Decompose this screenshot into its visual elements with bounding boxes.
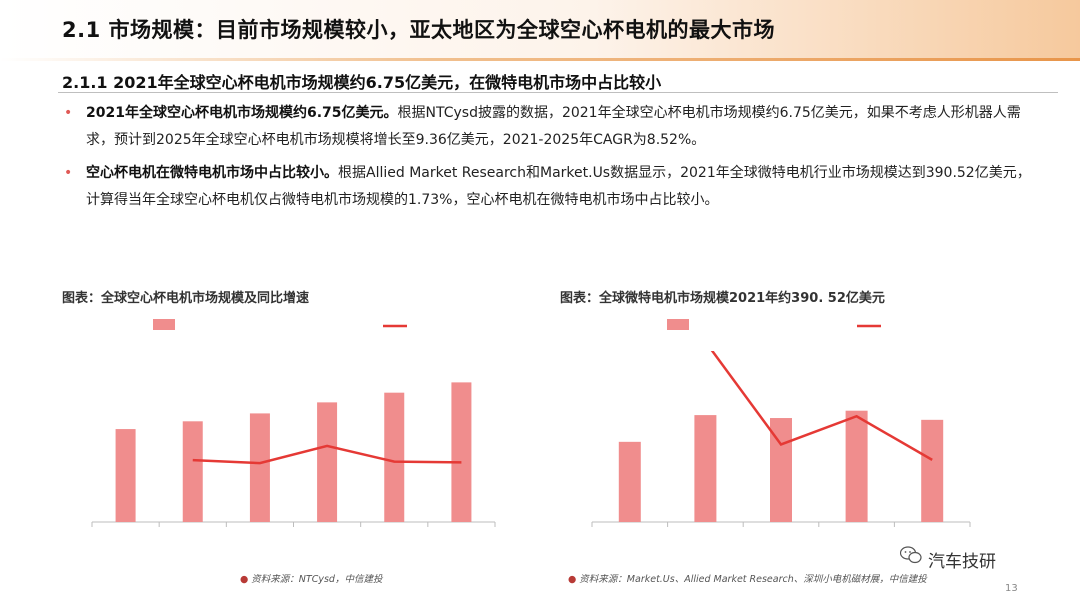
chart-2-bar: [845, 410, 868, 522]
chart-1-legend-bar-swatch: [153, 319, 175, 330]
chart-2-bar: [921, 419, 944, 522]
chart-1-bar: [317, 402, 338, 522]
subtitle-divider: [58, 92, 1058, 93]
chart-2: [591, 319, 971, 527]
bullet-2-bold: 空心杯电机在微特电机市场中占比较小。: [86, 165, 338, 181]
bullet-1: • 2021年全球空心杯电机市场规模约6.75亿美元。根据NTCysd披露的数据…: [64, 100, 1044, 156]
chart-1-source: ● 资料来源：NTCysd，中信建投: [240, 571, 382, 585]
chart-1-growth-line: [192, 444, 462, 465]
chart-2-caption: 图表：全球微特电机市场规模2021年约390. 52亿美元: [560, 291, 885, 306]
source-dot-icon: ●: [240, 574, 249, 585]
chart-2-bar: [694, 415, 717, 522]
wechat-icon: [900, 546, 922, 564]
chart-2-bar: [770, 418, 792, 522]
chart-2-bar: [618, 441, 641, 522]
source-dot-icon: ●: [568, 574, 577, 585]
bullet-2: • 空心杯电机在微特电机市场中占比较小。根据Allied Market Rese…: [64, 160, 1044, 216]
chart-2-source: ● 资料来源：Market.Us、Allied Market Research、深…: [568, 571, 927, 585]
page-title: 2.1 市场规模：目前市场规模较小，亚太地区为全球空心杯电机的最大市场: [62, 18, 776, 42]
chart-1: [91, 319, 496, 527]
chart-1-bar: [115, 429, 136, 522]
bullet-1-body: 根据NTCysd披露的数据，2021年全球空心杯电机市场规模约6.75亿美元，如…: [86, 105, 1021, 148]
chart-2-source-text: 资料来源：Market.Us、Allied Market Research、深圳…: [579, 574, 927, 585]
bullet-1-bold: 2021年全球空心杯电机市场规模约6.75亿美元。: [86, 105, 398, 121]
chart-1-source-text: 资料来源：NTCysd，中信建投: [251, 574, 383, 585]
section-subtitle: 2.1.1 2021年全球空心杯电机市场规模约6.75亿美元，在微特电机市场中占…: [62, 73, 662, 92]
bullet-2-body: 根据Allied Market Research和Market.Us数据显示，2…: [86, 165, 1031, 208]
header-band: [0, 0, 1080, 60]
chart-2-growth-line: [710, 351, 933, 461]
bullet-dot-icon: •: [64, 105, 73, 121]
chart-1-bar: [384, 392, 405, 522]
chart-1-caption: 图表：全球空心杯电机市场规模及同比增速: [62, 291, 310, 306]
chart-2-legend-bar-swatch: [667, 319, 689, 330]
bullet-2-text: 空心杯电机在微特电机市场中占比较小。根据Allied Market Resear…: [86, 160, 1036, 214]
header-rule: [0, 58, 1080, 61]
chart-1-bar: [451, 382, 472, 522]
bullet-dot-icon: •: [64, 165, 73, 181]
page-number: 13: [1005, 583, 1018, 594]
bullet-1-text: 2021年全球空心杯电机市场规模约6.75亿美元。根据NTCysd披露的数据，2…: [86, 100, 1036, 154]
chart-1-bar: [249, 413, 270, 522]
chart-1-bar: [182, 421, 203, 522]
watermark: 汽车技研: [928, 552, 996, 572]
